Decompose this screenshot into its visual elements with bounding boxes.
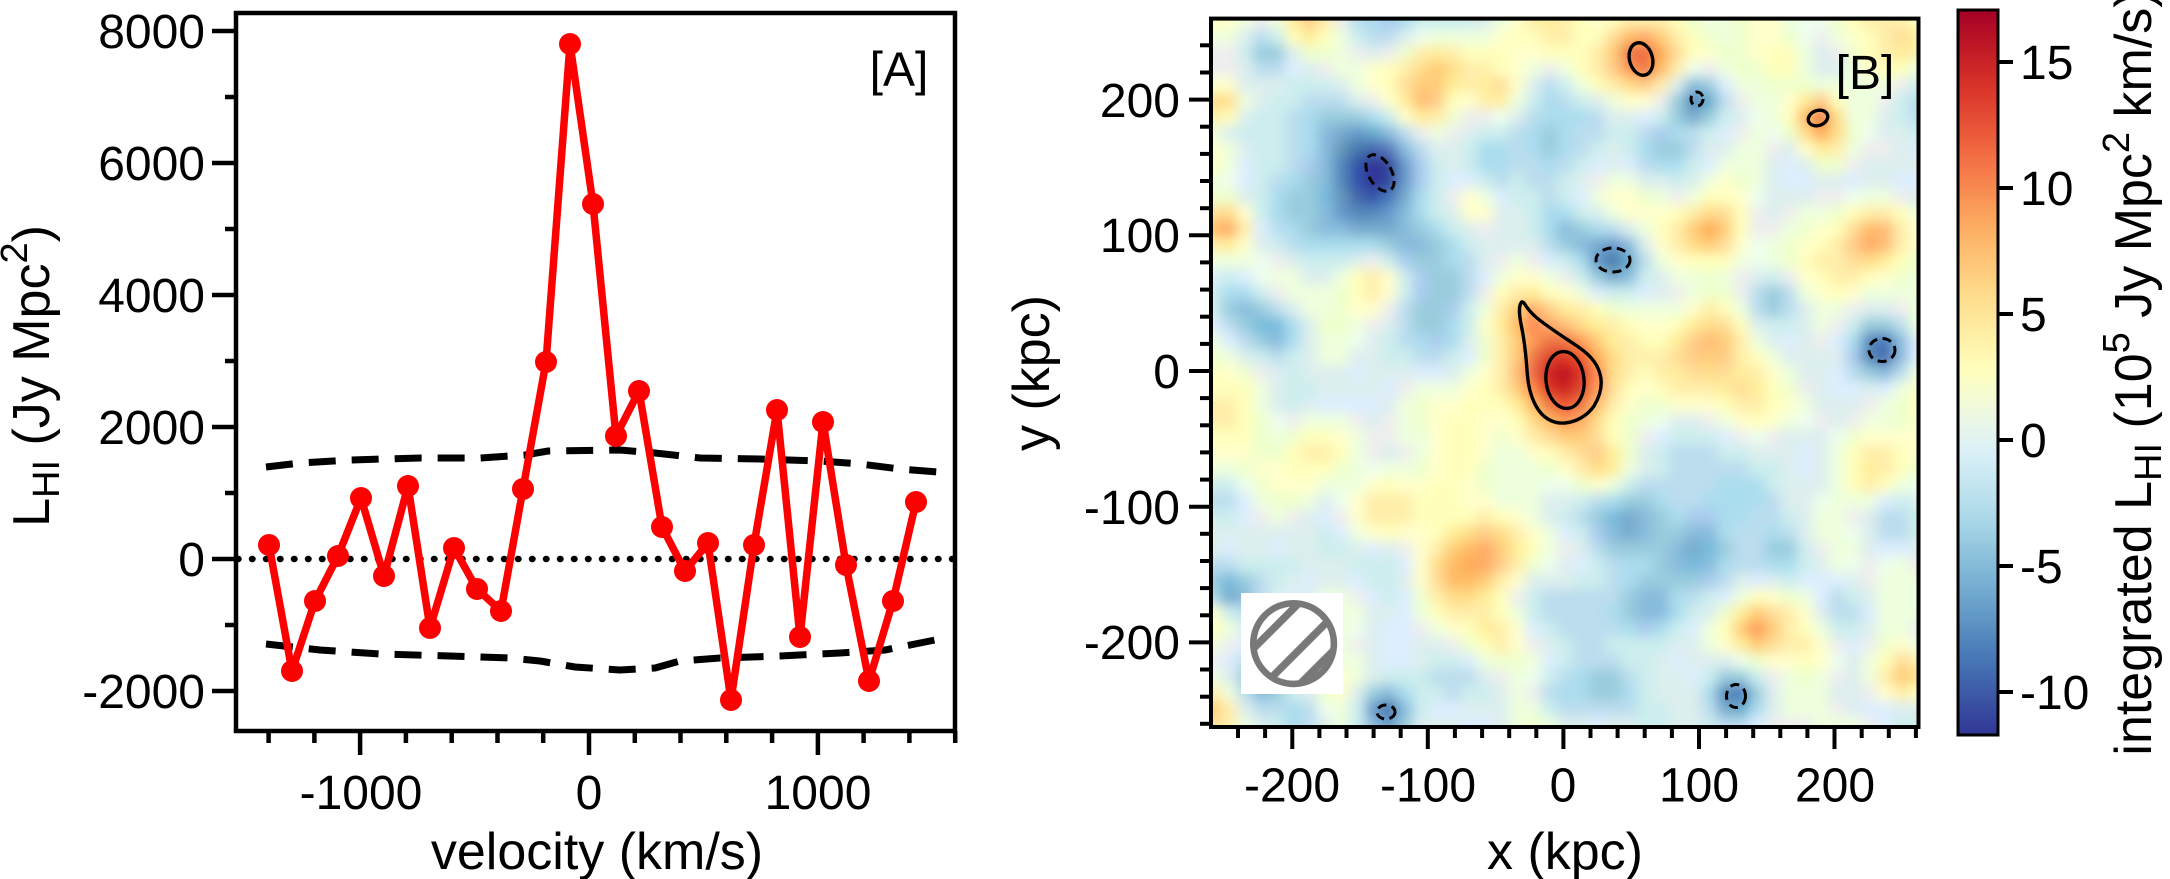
svg-text:x (kpc): x (kpc): [1487, 823, 1643, 879]
svg-text:-200: -200: [1084, 617, 1180, 670]
svg-text:10: 10: [2020, 163, 2073, 216]
svg-text:200: 200: [1795, 760, 1875, 813]
svg-text:100: 100: [1100, 210, 1180, 263]
svg-text:200: 200: [1100, 75, 1180, 128]
svg-text:100: 100: [1659, 760, 1739, 813]
svg-text:LHI (Jy Mpc2): LHI (Jy Mpc2): [0, 225, 68, 527]
svg-text:-1000: -1000: [300, 767, 423, 820]
svg-text:2000: 2000: [98, 402, 205, 455]
svg-text:-200: -200: [1244, 760, 1340, 813]
svg-text:-5: -5: [2020, 541, 2063, 594]
svg-text:8000: 8000: [98, 6, 205, 59]
svg-text:[A]: [A]: [870, 44, 929, 97]
svg-text:1000: 1000: [765, 767, 872, 820]
svg-text:0: 0: [2020, 415, 2047, 468]
svg-text:-10: -10: [2020, 667, 2089, 720]
svg-text:0: 0: [1153, 346, 1180, 399]
svg-text:6000: 6000: [98, 138, 205, 191]
svg-text:0: 0: [178, 534, 205, 587]
svg-text:-100: -100: [1084, 482, 1180, 535]
svg-text:y (kpc): y (kpc): [1003, 295, 1061, 451]
svg-text:-100: -100: [1380, 760, 1476, 813]
svg-text:0: 0: [576, 767, 603, 820]
svg-text:15: 15: [2020, 37, 2073, 90]
svg-text:integrated LHI (105 Jy Mpc2 km: integrated LHI (105 Jy Mpc2 km/s): [2096, 0, 2170, 756]
svg-text:-2000: -2000: [82, 666, 205, 719]
svg-text:5: 5: [2020, 289, 2047, 342]
svg-text:[B]: [B]: [1836, 47, 1895, 100]
svg-text:4000: 4000: [98, 270, 205, 323]
svg-text:velocity (km/s): velocity (km/s): [431, 823, 763, 879]
svg-text:0: 0: [1550, 760, 1577, 813]
